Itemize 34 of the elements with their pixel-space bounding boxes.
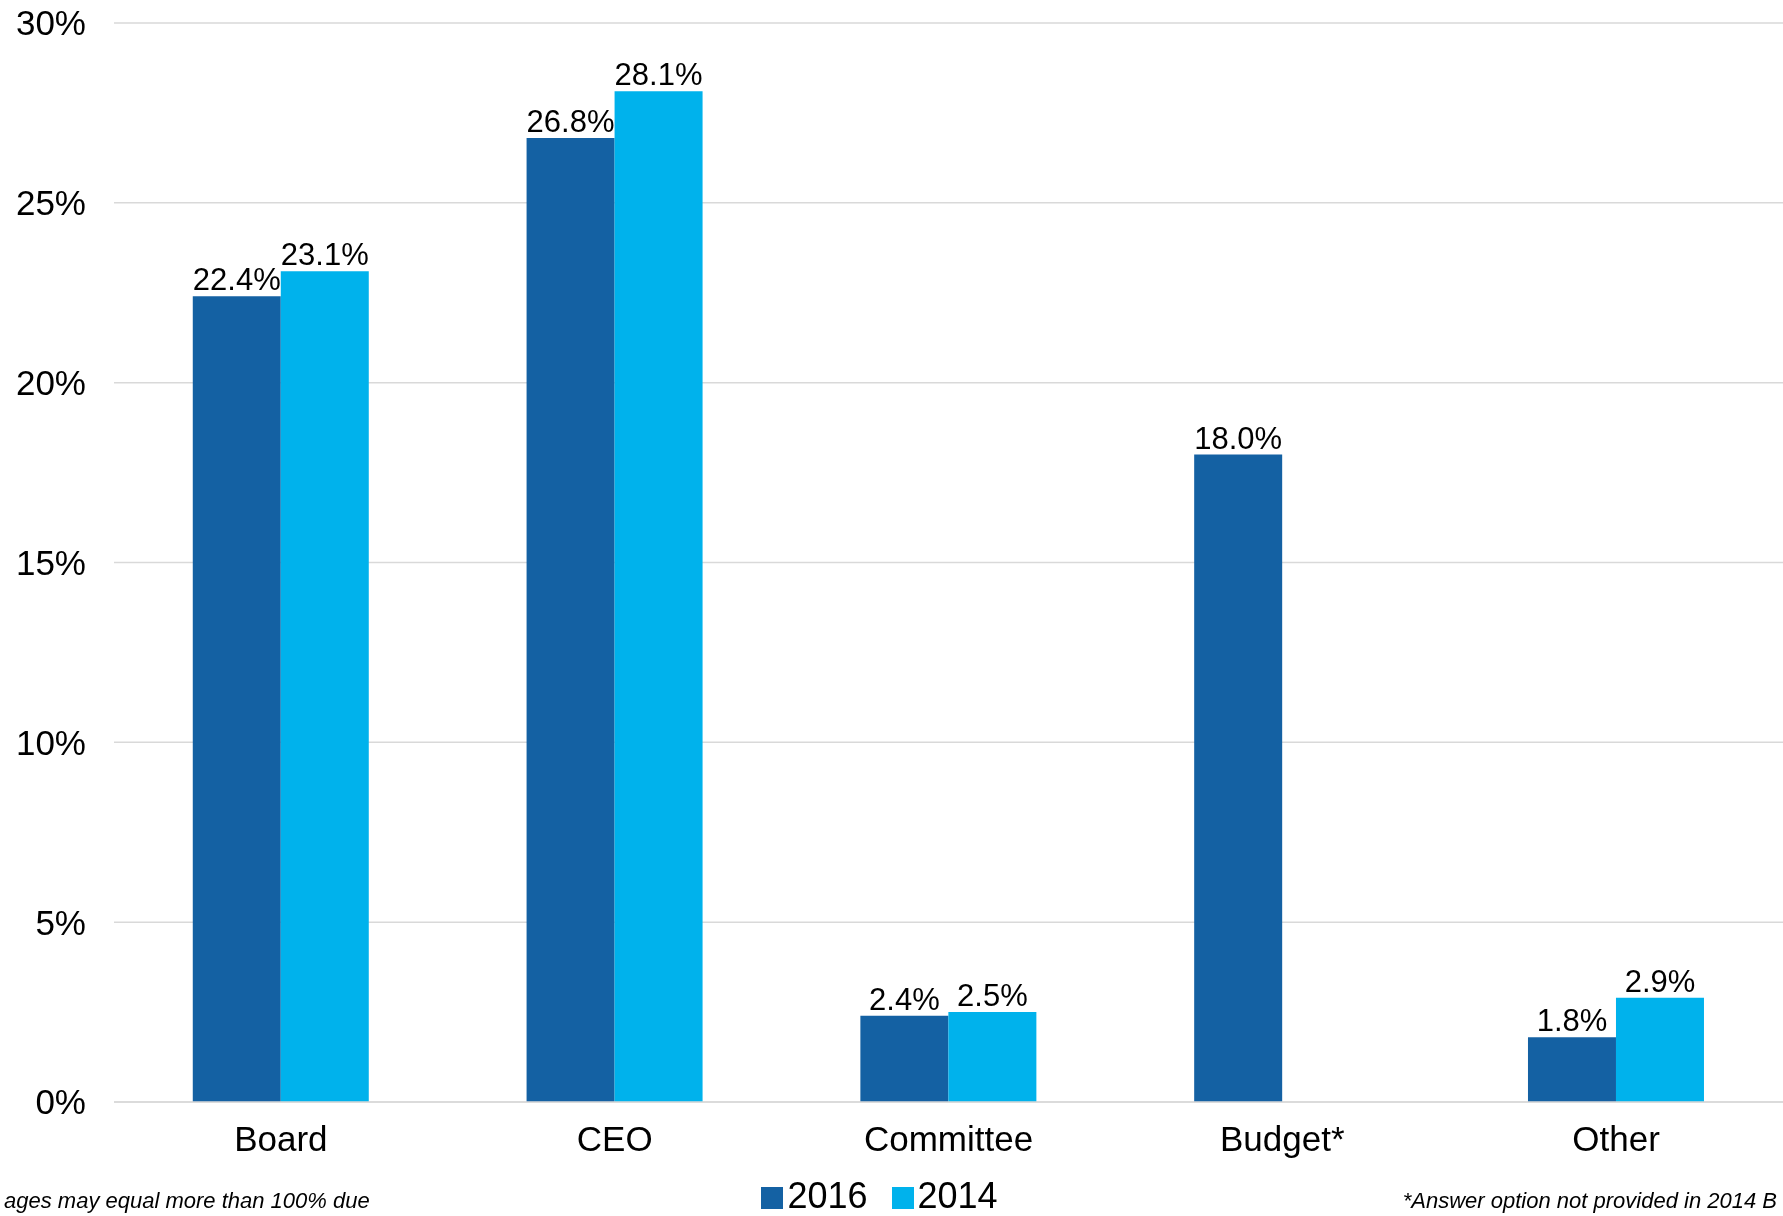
- bar: [526, 138, 615, 1102]
- bar: [1615, 997, 1704, 1102]
- x-tick-label: Committee: [863, 1118, 1034, 1158]
- bar: [1527, 1037, 1616, 1102]
- y-tick-label: 5%: [35, 902, 86, 942]
- data-label: 1.8%: [1536, 1003, 1608, 1039]
- bar: [860, 1015, 949, 1102]
- data-label: 2.9%: [1624, 963, 1696, 999]
- legend-label: 2016: [787, 1175, 868, 1216]
- y-tick-label: 15%: [15, 542, 86, 582]
- x-tick-label: Budget*: [1220, 1118, 1345, 1158]
- data-label: 18.0%: [1194, 420, 1283, 456]
- data-label: 23.1%: [280, 237, 369, 273]
- legend-label: 2014: [917, 1175, 998, 1216]
- y-tick-label: 10%: [15, 722, 86, 762]
- data-label: 22.4%: [192, 262, 281, 298]
- data-label: 2.5%: [957, 978, 1028, 1014]
- text: ages may equal more than 100% due: [4, 1188, 370, 1214]
- data-label: 26.8%: [526, 104, 615, 140]
- y-tick-label: 25%: [15, 183, 86, 223]
- bar: [948, 1012, 1037, 1102]
- bar: [1194, 454, 1283, 1102]
- y-tick-label: 0%: [35, 1082, 86, 1122]
- bar: [280, 271, 369, 1102]
- bar: [614, 91, 703, 1102]
- x-tick-label: Board: [234, 1118, 328, 1158]
- bar: [192, 296, 281, 1102]
- text: *Answer option not provided in 2014 B: [1402, 1188, 1777, 1214]
- x-tick-label: CEO: [576, 1118, 653, 1158]
- data-label: 28.1%: [614, 57, 703, 93]
- y-tick-label: 20%: [15, 363, 86, 403]
- x-tick-label: Other: [1572, 1118, 1661, 1158]
- data-label: 2.4%: [869, 981, 940, 1017]
- y-tick-label: 30%: [15, 3, 86, 43]
